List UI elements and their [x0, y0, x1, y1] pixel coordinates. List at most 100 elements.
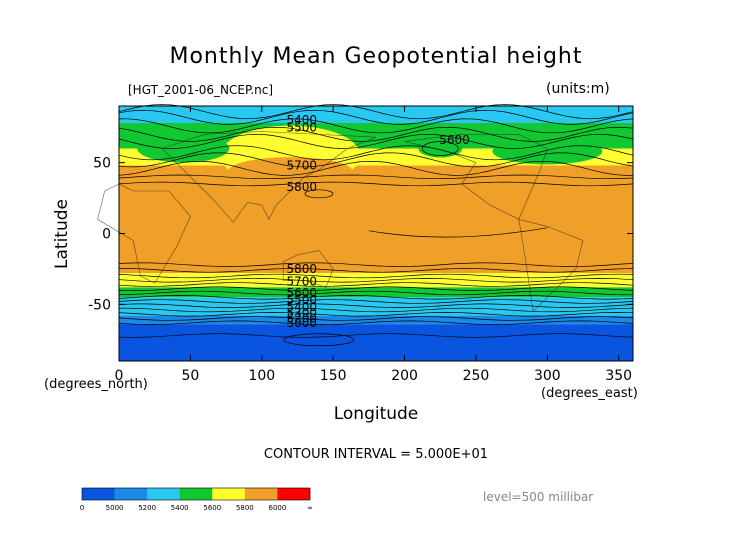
colorbar-swatch: [244, 488, 262, 500]
x-ticks: 0 50 100 150 200 250 300 350: [115, 106, 632, 384]
contour-label: 5300: [286, 306, 317, 320]
y-axis-label: Latitude: [52, 199, 72, 269]
ridge-orange-asia: [228, 157, 353, 186]
x-tick-label: 350: [605, 368, 632, 384]
colorbar-frame: [81, 487, 311, 501]
contour-label: 5200: [286, 312, 317, 326]
band-cyan-north: [119, 106, 633, 123]
coastlines: [97, 131, 584, 313]
chart-title: Monthly Mean Geopotential height: [169, 44, 583, 69]
colorbar-label: 0: [80, 504, 84, 512]
coastline: [518, 218, 584, 313]
contour-label: 5500: [286, 293, 317, 307]
band-green-south: [119, 287, 633, 298]
contour-closed: [421, 141, 459, 156]
y-ticks: 50 0 -50: [88, 156, 633, 313]
contour-closed: [304, 189, 334, 199]
colorbar-swatch: [163, 488, 181, 500]
contour-label: 5800: [286, 262, 317, 276]
contour-labels: 5400550056005700580058005700560055005400…: [286, 113, 469, 330]
x-unit-label: (degrees_east): [541, 386, 638, 401]
colorbar-swatch: [261, 488, 278, 500]
contour-line: [118, 174, 634, 180]
contour-line: [118, 133, 634, 149]
x-tick-label: 50: [181, 368, 199, 384]
contour-line: [118, 320, 634, 325]
colorbar-swatch: [293, 488, 311, 500]
band-midblue-south: [119, 315, 633, 325]
contour-line: [118, 118, 634, 134]
colorbar-swatch: [98, 488, 115, 500]
contour-line: [119, 268, 634, 273]
contour-line: [118, 286, 634, 291]
trough-green-atlantic: [492, 138, 603, 165]
contour-line: [118, 273, 634, 279]
y-tick-label: 0: [102, 227, 111, 243]
contour-label: 5400: [286, 300, 317, 314]
contour-line: [118, 278, 634, 283]
coastline: [161, 131, 377, 223]
colorbar-label: 5000: [106, 504, 124, 512]
contour-line: [118, 160, 634, 176]
colorbar-swatch: [82, 488, 99, 500]
coastline: [97, 183, 191, 284]
x-tick-label: 300: [534, 368, 561, 384]
contour-label: 5800: [286, 180, 317, 194]
units-label: (units:m): [546, 81, 610, 97]
x-tick-label: 200: [391, 368, 418, 384]
contour-line: [119, 307, 634, 313]
colorbar-label: 5400: [171, 504, 189, 512]
x-axis-label: Longitude: [333, 404, 419, 424]
contour-lines: [118, 104, 634, 347]
contour-line: [118, 295, 634, 300]
contour-line: [118, 109, 634, 125]
contour-line: [118, 299, 634, 304]
colorbar-label: 5800: [236, 504, 254, 512]
band-cyan-south: [119, 297, 633, 316]
contour-line: [118, 312, 634, 317]
contour-label: 5400: [286, 113, 317, 127]
colorbar-label: 5200: [138, 504, 156, 512]
contour-label: 5000: [286, 316, 317, 330]
contour-label: 5700: [286, 275, 317, 289]
contour-line: [118, 181, 634, 187]
x-tick-label: 100: [248, 368, 275, 384]
contour-open: [368, 227, 548, 238]
contour-line: [118, 282, 634, 287]
x-tick-label: 150: [320, 368, 347, 384]
contour-label: 5700: [286, 159, 317, 173]
contour-line: [118, 333, 634, 338]
colorbar-swatch: [130, 488, 148, 500]
colorbar-swatch: [179, 488, 197, 500]
contour-label: 5500: [286, 120, 317, 134]
contour-line: [118, 303, 634, 308]
colorbar-swatch: [114, 488, 132, 500]
colorbar-swatch: [196, 488, 213, 500]
contour-interval-text: CONTOUR INTERVAL = 5.000E+01: [263, 447, 489, 462]
contour-closed: [283, 333, 355, 347]
trough-green-europe: [137, 134, 230, 163]
y-tick-label: 50: [93, 156, 111, 172]
colorbar-label: 5600: [203, 504, 221, 512]
y-tick-label: -50: [88, 297, 111, 313]
level-text: level=500 millibar: [483, 490, 594, 504]
contour-line: [118, 145, 634, 161]
coastline: [282, 250, 334, 288]
contour-line: [118, 290, 633, 296]
colorbar-swatch: [147, 488, 164, 500]
colorbar-label: 6000: [269, 504, 287, 512]
x-tick-label: 250: [463, 368, 490, 384]
colorbar-swatch: [277, 488, 295, 500]
contour-line: [118, 126, 634, 142]
colorbar-swatch: [228, 488, 246, 500]
band-orange-tropics: [119, 165, 633, 274]
colorbar-swatch: [212, 488, 229, 500]
y-unit-label: (degrees_north): [44, 377, 148, 392]
source-file-label: [HGT_2001-06_NCEP.nc]: [128, 83, 274, 97]
contour-line: [118, 152, 634, 168]
contour-label: 5600: [286, 286, 317, 300]
band-blue-south: [119, 324, 633, 361]
contour-label: 5600: [439, 133, 470, 147]
